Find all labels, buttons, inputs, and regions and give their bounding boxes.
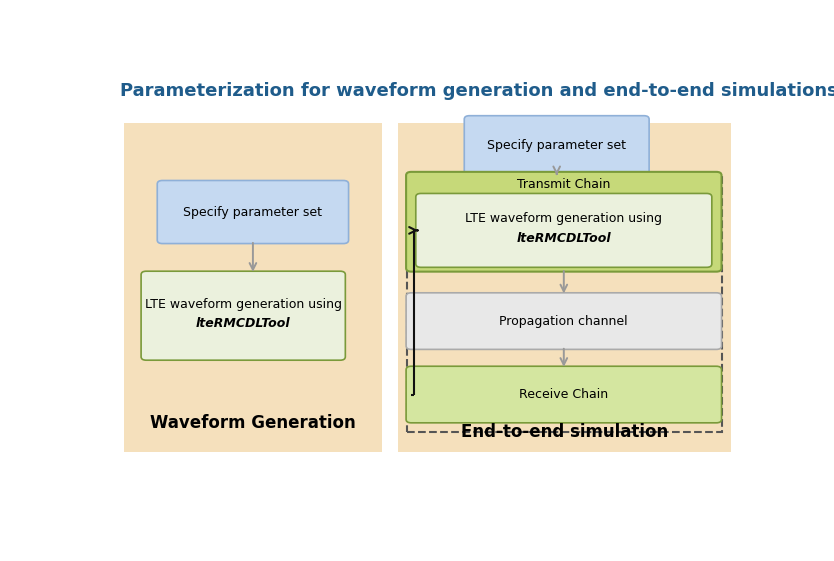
FancyBboxPatch shape (465, 116, 649, 174)
FancyBboxPatch shape (406, 172, 721, 272)
Text: LTE waveform generation using: LTE waveform generation using (145, 297, 342, 311)
FancyBboxPatch shape (399, 123, 731, 452)
Text: lteRMCDLTool: lteRMCDLTool (196, 317, 290, 330)
FancyBboxPatch shape (123, 123, 382, 452)
Text: lteRMCDLTool: lteRMCDLTool (516, 232, 611, 245)
Text: Parameterization for waveform generation and end-to-end simulations: Parameterization for waveform generation… (120, 82, 834, 100)
Text: Specify parameter set: Specify parameter set (487, 139, 626, 151)
FancyBboxPatch shape (406, 366, 721, 423)
FancyBboxPatch shape (158, 181, 349, 243)
Text: Waveform Generation: Waveform Generation (150, 415, 356, 433)
FancyBboxPatch shape (416, 194, 711, 268)
Text: Transmit Chain: Transmit Chain (517, 178, 610, 191)
Text: Receive Chain: Receive Chain (520, 388, 608, 401)
Text: End-to-end simulation: End-to-end simulation (461, 423, 668, 441)
Text: LTE waveform generation using: LTE waveform generation using (465, 212, 662, 225)
Bar (407, 175, 722, 433)
Text: Propagation channel: Propagation channel (500, 315, 628, 328)
FancyBboxPatch shape (141, 271, 345, 360)
FancyBboxPatch shape (406, 293, 721, 350)
Text: Specify parameter set: Specify parameter set (183, 205, 323, 219)
